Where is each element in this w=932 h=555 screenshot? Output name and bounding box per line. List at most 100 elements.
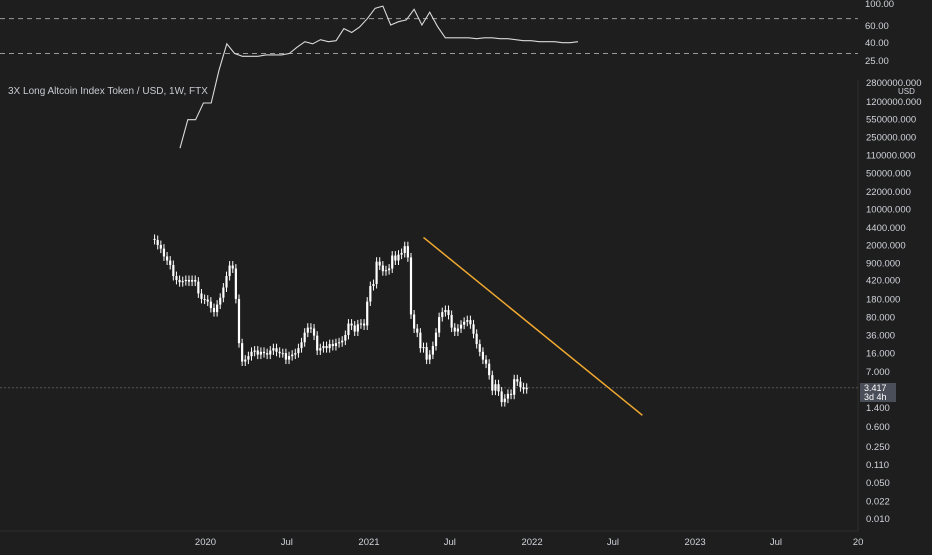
candle — [172, 260, 175, 281]
candle-body — [453, 327, 456, 332]
candle-body — [425, 347, 428, 360]
candle — [450, 310, 453, 333]
candle-body — [319, 348, 322, 351]
candle-body — [409, 257, 413, 315]
candle-body — [431, 346, 434, 355]
candle — [503, 394, 506, 407]
candle-body — [509, 393, 513, 395]
candle-body — [375, 261, 378, 285]
time-tick-label: Jul — [770, 537, 782, 548]
candle-body — [175, 276, 178, 280]
candle — [225, 271, 228, 292]
candle-body — [253, 350, 256, 352]
candle-body — [306, 327, 309, 333]
candle — [416, 324, 419, 338]
candle — [488, 359, 491, 380]
candle — [444, 305, 447, 317]
candle — [491, 370, 494, 396]
candle-body — [497, 384, 500, 392]
candle-body — [422, 347, 425, 349]
candle — [484, 355, 488, 369]
candle — [231, 261, 234, 273]
candle — [378, 257, 381, 270]
candle — [212, 303, 216, 317]
candle — [322, 341, 325, 353]
candle-body — [275, 348, 278, 352]
candle — [344, 330, 347, 346]
candle — [291, 350, 294, 361]
candle-body — [328, 344, 331, 349]
candle — [334, 338, 338, 351]
price-tick-label: 180.000 — [866, 294, 900, 305]
candle — [250, 347, 253, 361]
candle-body — [344, 335, 347, 341]
candle-body — [459, 324, 463, 329]
candle-body — [484, 359, 488, 364]
price-tick-label: 0.110 — [866, 460, 889, 471]
candle-body — [190, 279, 194, 282]
candle-body — [300, 342, 303, 349]
candle-body — [494, 384, 497, 391]
candle-body — [466, 320, 469, 322]
candle — [459, 320, 463, 334]
candle-body — [256, 350, 259, 355]
candle-body — [269, 350, 272, 355]
candle-body — [378, 261, 381, 266]
candle — [219, 293, 222, 310]
candle-body — [406, 246, 409, 258]
candle — [181, 276, 184, 287]
candle — [350, 319, 353, 330]
candle-body — [159, 245, 162, 249]
candle — [366, 297, 369, 330]
candle — [269, 346, 272, 360]
candle-body — [434, 332, 438, 347]
candle — [403, 241, 406, 258]
candle-body — [513, 379, 516, 395]
candle — [203, 294, 206, 305]
candle-body — [350, 323, 353, 326]
candle-body — [394, 255, 397, 261]
candle — [494, 379, 497, 396]
candle — [475, 329, 478, 349]
candle — [175, 271, 178, 285]
price-tick-label: 16.000 — [866, 349, 895, 360]
candle-body — [212, 308, 216, 313]
candle-body — [491, 375, 494, 391]
candle-body — [181, 281, 184, 283]
price-tick-label: 80.000 — [866, 313, 895, 324]
candle-body — [194, 279, 197, 282]
candle — [353, 321, 356, 337]
candle-body — [384, 270, 388, 272]
candle — [287, 351, 291, 365]
candle — [228, 261, 231, 281]
candle-body — [400, 252, 403, 255]
candle — [262, 347, 266, 358]
candle-body — [522, 387, 525, 390]
candle — [406, 241, 409, 262]
candle-body — [438, 317, 441, 333]
candle-body — [200, 293, 203, 299]
candle-body — [450, 314, 453, 328]
candle-body — [444, 309, 447, 313]
candle-body — [469, 320, 472, 325]
candle-body — [356, 324, 359, 332]
candle-body — [447, 309, 450, 315]
price-tick-label: 900.000 — [866, 258, 900, 269]
candle-body — [241, 343, 244, 362]
candle-body — [456, 328, 459, 332]
candle — [184, 275, 187, 286]
candle-body — [209, 301, 212, 309]
candle-body — [441, 312, 444, 318]
candle — [200, 288, 203, 304]
candle-body — [347, 323, 350, 335]
candle-body — [169, 260, 172, 265]
price-tick-label: 4400.000 — [866, 223, 906, 234]
price-tick-label: 0.600 — [866, 422, 890, 433]
price-tick-label: 1200000.000 — [866, 97, 921, 108]
candle-body — [244, 359, 247, 362]
candle-body — [525, 387, 528, 390]
candle-body — [500, 391, 503, 403]
candle-body — [478, 344, 481, 352]
